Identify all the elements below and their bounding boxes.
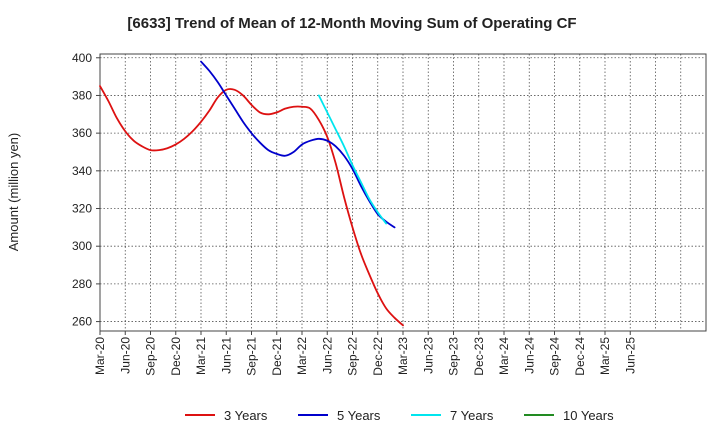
x-tick-label: Dec-23 (472, 337, 486, 376)
legend-label-5-years: 5 Years (337, 408, 381, 423)
x-tick-label: Dec-22 (371, 337, 385, 376)
x-tick-label: Sep-21 (245, 337, 259, 376)
x-tick-label: Sep-22 (346, 337, 360, 376)
x-tick-label: Jun-22 (320, 337, 334, 374)
legend-label-10-years: 10 Years (563, 408, 614, 423)
y-tick-label: 300 (72, 239, 92, 253)
y-tick-label: 280 (72, 277, 92, 291)
x-tick-label: Dec-20 (169, 337, 183, 376)
y-tick-label: 360 (72, 126, 92, 140)
x-tick-label: Jun-24 (522, 337, 536, 374)
x-tick-label: Dec-24 (573, 337, 587, 376)
x-tick-label: Mar-23 (396, 337, 410, 375)
series-line-5-years (200, 60, 396, 229)
y-tick-label: 380 (72, 88, 92, 102)
y-tick-label: 400 (72, 51, 92, 65)
legend-label-3-years: 3 Years (224, 408, 268, 423)
x-tick-label: Sep-24 (548, 337, 562, 376)
y-tick-label: 340 (72, 164, 92, 178)
x-tick-label: Jun-23 (421, 337, 435, 374)
series-lines (99, 60, 404, 327)
plot-frame (99, 53, 707, 332)
y-tick-label: 260 (72, 315, 92, 329)
y-axis-label: Amount (million yen) (6, 133, 21, 252)
y-tick-label: 320 (72, 202, 92, 216)
x-tick-label: Mar-20 (93, 337, 107, 375)
x-tick-label: Jun-21 (219, 337, 233, 374)
x-tick-label: Sep-20 (144, 337, 158, 376)
series-line-3-years (99, 85, 404, 327)
x-tick-label: Mar-21 (194, 337, 208, 375)
x-tick-label: Dec-21 (270, 337, 284, 376)
chart-title: [6633] Trend of Mean of 12-Month Moving … (127, 15, 576, 32)
series-line-7-years (317, 94, 388, 225)
legend-label-7-years: 7 Years (450, 408, 494, 423)
x-tick-label: Mar-25 (598, 337, 612, 375)
grid (100, 54, 706, 331)
x-tick-label: Sep-23 (447, 337, 461, 376)
x-tick-label: Mar-22 (295, 337, 309, 375)
x-tick-label: Jun-25 (623, 337, 637, 374)
x-tick-label: Mar-24 (497, 337, 511, 375)
legend: 3 Years 5 Years 7 Years 10 Years (185, 408, 614, 423)
x-tick-label: Jun-20 (118, 337, 132, 374)
axes: 260 280 300 320 340 360 380 400 Mar-20 Jun-20 Sep-… (72, 51, 707, 376)
